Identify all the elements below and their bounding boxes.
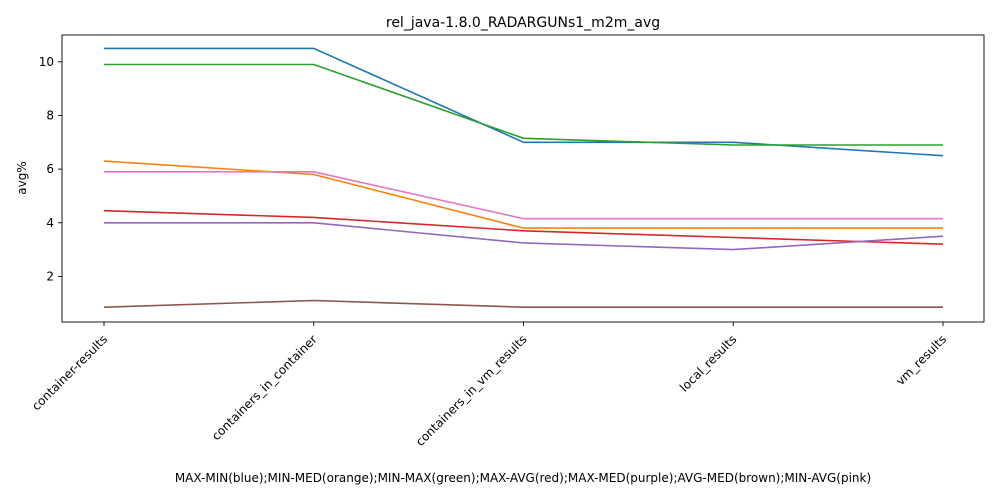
series-line-3 [104, 63, 943, 146]
y-tick-label: 2 [46, 269, 54, 283]
x-axis: container-results containers_in_container… [29, 322, 949, 449]
series-line-5 [104, 222, 944, 251]
y-tick-label: 6 [46, 162, 54, 176]
chart-title: rel_java-1.8.0_RADARGUNs1_m2m_avg [386, 15, 660, 31]
series-line-7 [104, 171, 943, 220]
series-line-6 [103, 299, 943, 308]
x-tick-label: containers_in_vm_results [413, 332, 530, 449]
x-tick-label: containers_in_container [209, 332, 320, 443]
plot-frame [61, 34, 985, 323]
series-line-1 [104, 47, 944, 157]
y-tick-label: 8 [46, 108, 54, 122]
series-line-4 [103, 209, 944, 245]
x-axis-label: MAX-MIN(blue);MIN-MED(orange);MIN-MAX(gr… [175, 471, 871, 485]
x-tick-label: vm_results [893, 332, 949, 388]
plot-area [61, 34, 985, 323]
y-tick-label: 10 [39, 55, 54, 69]
y-axis: 2 4 6 8 10 [39, 55, 62, 283]
series-line-2 [103, 160, 943, 229]
y-tick-label: 4 [46, 216, 54, 230]
y-axis-label: avg% [15, 161, 29, 194]
series-group [103, 47, 944, 308]
x-tick-label: local_results [677, 332, 739, 394]
x-tick-label: container-results [29, 332, 110, 413]
